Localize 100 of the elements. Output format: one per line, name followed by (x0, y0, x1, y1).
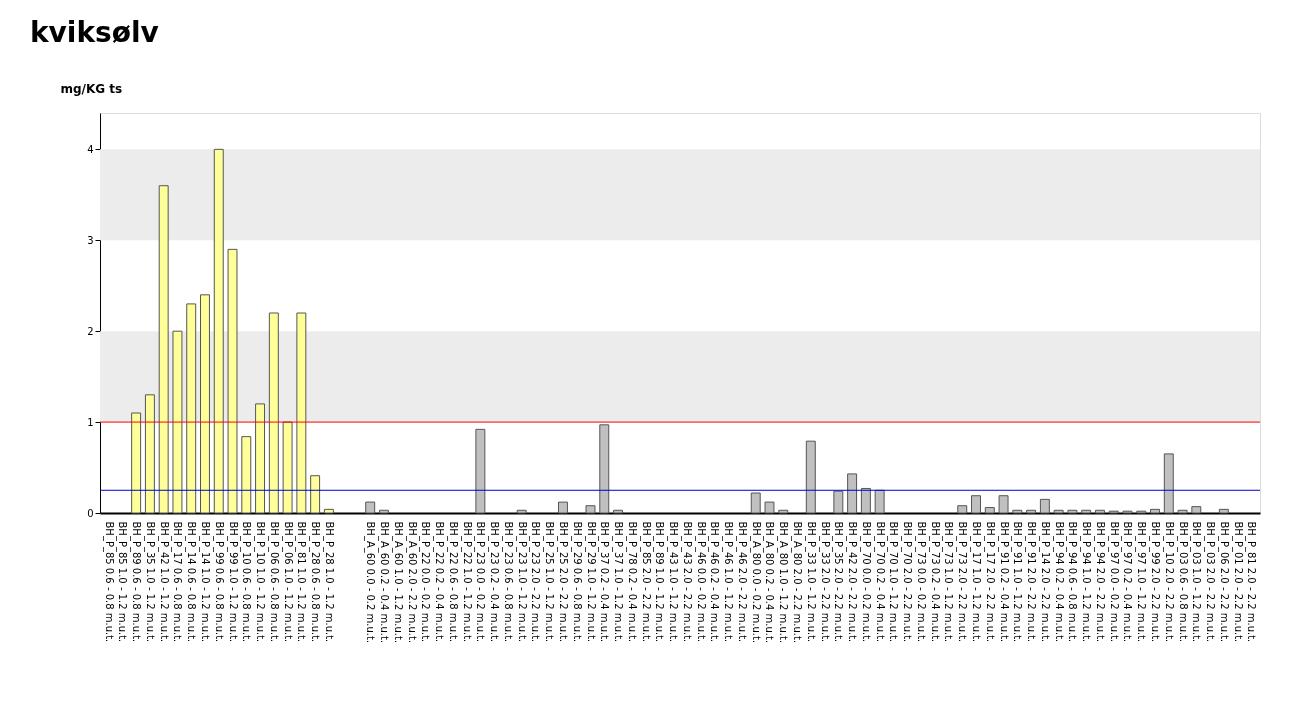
x-tick-label: BH_P_01 2.0 - 2.2 m.u.t. (1231, 521, 1244, 643)
bar (957, 505, 968, 514)
bar (241, 436, 252, 514)
x-tick-label: BH_P_89 1.0 - 1.2 m.u.t. (653, 521, 666, 643)
bar (778, 509, 789, 514)
x-tick-label: BH_P_14 1.0 - 1.2 m.u.t. (198, 521, 211, 643)
x-tick-label: BH_P_43 2.0 - 2.2 m.u.t. (680, 521, 693, 643)
x-tick-label: BH_P_46 0.0 - 0.2 m.u.t. (694, 521, 707, 643)
bar (1191, 506, 1202, 514)
bar (1177, 509, 1188, 514)
x-tick-label: BH_P_10 1.0 - 1.2 m.u.t. (254, 521, 267, 643)
bar (613, 509, 624, 514)
bar (874, 489, 885, 514)
x-tick-label: BH_P_85 0.6 - 0.8 m.u.t. (102, 521, 115, 643)
x-tick-label: BH_P_23 1.0 - 1.2 m.u.t. (515, 521, 528, 643)
y-tick-label: 4 (87, 143, 94, 155)
bar (1094, 509, 1105, 514)
bar (144, 394, 155, 514)
bar (585, 505, 596, 514)
bar (1163, 453, 1174, 514)
x-tick-label: BH_P_43 1.0 - 1.2 m.u.t. (667, 521, 680, 643)
bar (516, 509, 527, 514)
x-tick-label: BH_P_33 1.0 - 1.2 m.u.t. (804, 521, 817, 643)
x-tick-label: BH_P_89 0.6 - 0.8 m.u.t. (130, 521, 143, 643)
x-tick-label: BH_P_42 1.0 - 1.2 m.u.t. (157, 521, 170, 643)
bar (833, 490, 844, 514)
x-tick-label: BH_P_78 0.2 - 0.4 m.u.t. (625, 521, 638, 643)
x-tick-label: BH_A_80 1.0 - 1.2 m.u.t. (777, 521, 790, 644)
bar (365, 501, 376, 514)
x-tick-label: BH_P_73 1.0 - 1.2 m.u.t. (942, 521, 955, 643)
bar (971, 495, 981, 514)
x-tick-label: BH_A_60 0.2 - 0.4 m.u.t. (377, 521, 390, 644)
x-tick-label: BH_P_97 0.2 - 0.4 m.u.t. (1121, 521, 1134, 643)
bar (860, 487, 871, 514)
bar (1081, 509, 1092, 514)
x-tick-label: BH_P_23 0.0 - 0.2 m.u.t. (474, 521, 487, 643)
x-tick-label: BH_P_28 1.0 - 1.2 m.u.t. (322, 521, 335, 643)
x-tick-label: BH_P_81 2.0 - 2.2 m.u.t. (1245, 521, 1258, 643)
x-tick-label: BH_P_81 1.0 - 1.2 m.u.t. (295, 521, 308, 643)
x-tick-label: BH_P_23 0.2 - 0.4 m.u.t. (488, 521, 501, 643)
x-tick-label: BH_A_60 2.0 - 2.2 m.u.t. (405, 521, 418, 644)
x-tick-label: BH_P_25 2.0 - 2.2 m.u.t. (556, 521, 569, 643)
bar (1067, 509, 1078, 514)
x-tick-label: BH_P_94 1.0 - 1.2 m.u.t. (1080, 521, 1093, 643)
bar (998, 495, 1009, 514)
bar (1150, 508, 1160, 514)
bar (557, 501, 568, 514)
y-axis-title: mg/KG ts (60, 81, 123, 96)
y-tick-label: 2 (87, 325, 94, 337)
x-tick-label: BH_P_94 2.0 - 2.2 m.u.t. (1093, 521, 1106, 643)
x-tick-label: BH_P_46 0.2 - 0.4 m.u.t. (708, 521, 721, 643)
bar (227, 248, 238, 514)
x-tick-label: BH_P_33 2.0 - 2.2 m.u.t. (818, 521, 831, 643)
x-tick-label: BH_P_35 1.0 - 1.2 m.u.t. (143, 521, 156, 643)
bar (805, 440, 816, 514)
bar (310, 475, 321, 514)
x-tick-label: BH_P_91 2.0 - 2.2 m.u.t. (1025, 521, 1038, 643)
x-tick-label: BH_P_14 0.6 - 0.8 m.u.t. (185, 521, 198, 643)
x-tick-label: BH_A_60 0.0 - 0.2 m.u.t. (364, 521, 377, 644)
bar (186, 303, 197, 514)
x-tick-label: BH_P_99 1.0 - 1.2 m.u.t. (226, 521, 239, 643)
x-tick-label: BH_P_06 2.0 - 2.2 m.u.t. (1217, 521, 1230, 643)
bar (282, 421, 293, 514)
x-tick-label: BH_P_03 0.6 - 0.8 m.u.t. (1176, 521, 1189, 643)
x-tick-label: BH_P_22 0.6 - 0.8 m.u.t. (446, 521, 459, 643)
x-tick-label: BH_P_23 2.0 - 2.2 m.u.t. (529, 521, 542, 643)
bar (1218, 508, 1229, 514)
x-tick-label: BH_P_06 0.6 - 0.8 m.u.t. (267, 521, 280, 643)
x-tick-label: BH_P_14 2.0 - 2.2 m.u.t. (1038, 521, 1051, 643)
bar (158, 185, 169, 514)
y-tick-label: 0 (87, 507, 94, 519)
x-tick-label: BH_P_73 2.0 - 2.2 m.u.t. (956, 521, 969, 643)
x-tick-label: BH_P_35 2.0 - 2.2 m.u.t. (832, 521, 845, 643)
x-tick-label: BH_P_03 2.0 - 2.2 m.u.t. (1204, 521, 1217, 643)
x-tick-label: BH_P_17 2.0 - 2.2 m.u.t. (983, 521, 996, 643)
bar (172, 330, 183, 514)
x-tick-label: BH_P_70 1.0 - 1.2 m.u.t. (887, 521, 900, 643)
bar (984, 507, 995, 514)
bar (475, 428, 486, 514)
x-tick-label: BH_P_28 0.6 - 0.8 m.u.t. (309, 521, 322, 643)
x-tick-label: BH_P_73 0.2 - 0.4 m.u.t. (928, 521, 941, 643)
x-tick-label: BH_P_23 0.6 - 0.8 m.u.t. (501, 521, 514, 643)
bar (1026, 509, 1037, 514)
x-tick-label: BH_P_70 0.2 - 0.4 m.u.t. (873, 521, 886, 643)
x-tick-label: BH_P_94 0.2 - 0.4 m.u.t. (1052, 521, 1065, 643)
x-tick-label: BH_P_91 1.0 - 1.2 m.u.t. (1011, 521, 1024, 643)
x-tick-label: BH_P_25 1.0 - 1.2 m.u.t. (543, 521, 556, 643)
x-tick-label: BH_P_37 0.2 - 0.4 m.u.t. (598, 521, 611, 643)
bar (379, 509, 389, 514)
bar (268, 312, 279, 514)
x-tick-label: BH_P_91 0.2 - 0.4 m.u.t. (997, 521, 1010, 643)
x-tick-label: BH_P_17 0.6 - 0.8 m.u.t. (171, 521, 184, 643)
x-tick-label: BH_P_22 1.0 - 1.2 m.u.t. (460, 521, 473, 643)
bar (213, 148, 224, 514)
x-tick-label: BH_P_73 0.0 - 0.2 m.u.t. (914, 521, 927, 643)
y-tick-label: 1 (87, 416, 94, 428)
bar (296, 312, 307, 514)
x-tick-label: BH_P_22 0.0 - 0.2 m.u.t. (419, 521, 432, 643)
x-tick-label: BH_P_85 2.0 - 2.2 m.u.t. (639, 521, 652, 643)
x-tick-label: BH_P_99 2.0 - 2.2 m.u.t. (1149, 521, 1162, 643)
